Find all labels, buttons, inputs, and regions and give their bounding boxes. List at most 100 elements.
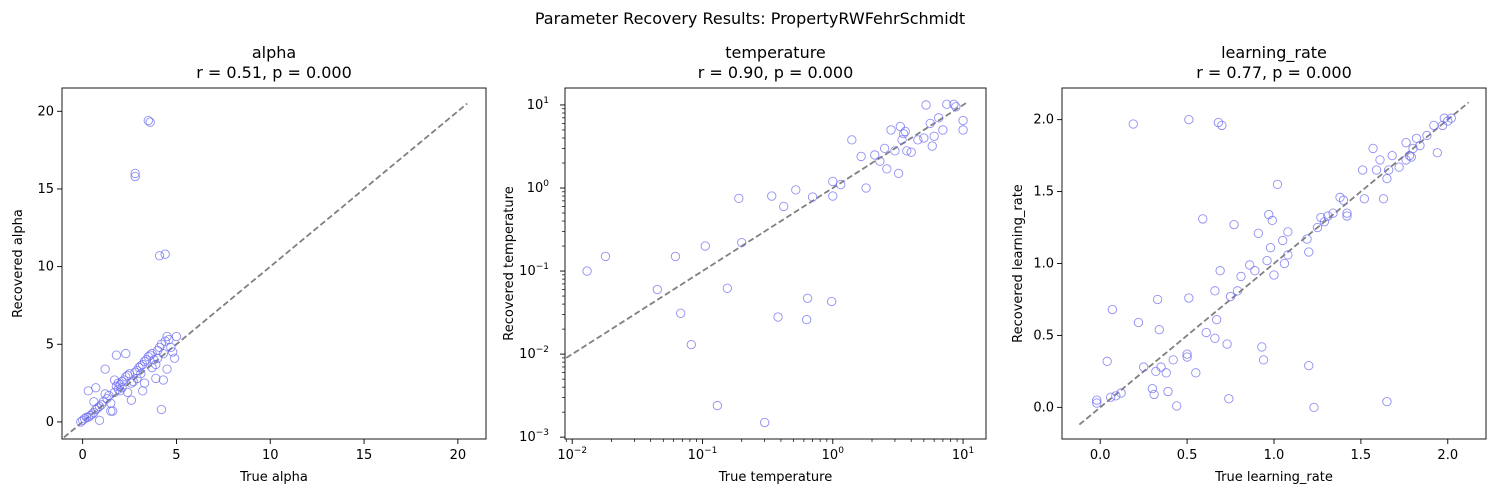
data-point bbox=[949, 99, 959, 109]
data-point bbox=[1328, 208, 1338, 218]
data-point bbox=[779, 201, 789, 212]
data-point bbox=[1415, 140, 1425, 151]
data-point bbox=[875, 156, 885, 166]
data-point bbox=[1264, 209, 1274, 220]
data-point bbox=[1439, 113, 1449, 123]
y-tick-label: 5 bbox=[46, 337, 54, 352]
x-tick-label: 1.5 bbox=[1351, 448, 1372, 463]
y-tick-label: 1.5 bbox=[1033, 185, 1054, 200]
data-point bbox=[1253, 228, 1264, 238]
data-point bbox=[1267, 215, 1277, 225]
data-point bbox=[791, 185, 801, 195]
data-point bbox=[1309, 402, 1319, 413]
data-point bbox=[158, 375, 168, 385]
data-point bbox=[1375, 155, 1385, 165]
data-point bbox=[1304, 360, 1314, 371]
data-point bbox=[1342, 208, 1352, 218]
data-point bbox=[1335, 192, 1345, 202]
data-point bbox=[1443, 116, 1453, 126]
data-point bbox=[1161, 368, 1171, 378]
x-tick-label: 20 bbox=[450, 448, 467, 463]
data-point bbox=[1283, 227, 1293, 237]
x-tick-label: 10−1 bbox=[688, 446, 718, 463]
x-tick-label: 15 bbox=[356, 448, 373, 463]
y-tick-label: 10−3 bbox=[519, 428, 549, 445]
data-point bbox=[1257, 342, 1267, 352]
data-point bbox=[1201, 327, 1211, 338]
data-point bbox=[847, 135, 857, 145]
data-point bbox=[113, 378, 123, 388]
x-tick-label: 101 bbox=[952, 446, 974, 463]
data-point bbox=[1184, 114, 1194, 125]
data-point bbox=[890, 146, 900, 156]
data-point bbox=[1151, 366, 1161, 377]
data-point bbox=[143, 115, 153, 126]
x-axis-label: True learning_rate bbox=[1214, 470, 1333, 485]
data-point bbox=[96, 400, 107, 410]
data-point bbox=[1184, 293, 1194, 303]
data-point bbox=[1304, 247, 1314, 257]
plot-area bbox=[1078, 101, 1470, 426]
data-point bbox=[828, 176, 838, 187]
data-point bbox=[902, 146, 912, 156]
data-point bbox=[1182, 352, 1192, 362]
y-tick-label: 2.0 bbox=[1033, 113, 1054, 128]
data-point bbox=[1446, 113, 1456, 123]
data-point bbox=[1133, 317, 1144, 328]
data-point bbox=[1222, 339, 1232, 349]
data-point bbox=[927, 141, 937, 151]
data-point bbox=[737, 237, 747, 248]
data-point bbox=[1278, 235, 1288, 246]
data-point bbox=[893, 168, 904, 179]
data-point bbox=[1312, 222, 1323, 233]
x-tick-label: 10−2 bbox=[557, 446, 587, 463]
y-axis-label: Recovered learning_rate bbox=[1011, 184, 1026, 343]
data-point bbox=[1378, 194, 1389, 204]
data-point bbox=[1432, 148, 1442, 158]
x-tick-label: 0 bbox=[78, 448, 86, 463]
x-axis-label: True temperature bbox=[718, 470, 832, 485]
y-tick-label: 10−2 bbox=[519, 345, 549, 362]
data-point bbox=[1272, 179, 1283, 190]
axes-frame bbox=[564, 87, 987, 440]
data-point bbox=[1262, 255, 1272, 266]
y-tick-label: 0 bbox=[46, 415, 54, 430]
data-point bbox=[130, 171, 140, 182]
data-point bbox=[1116, 388, 1126, 398]
data-point bbox=[1384, 165, 1394, 175]
data-point bbox=[162, 364, 172, 374]
data-point bbox=[1147, 384, 1158, 394]
data-point bbox=[138, 386, 148, 396]
y-tick-label: 10−1 bbox=[519, 262, 549, 279]
data-point bbox=[1225, 291, 1236, 302]
data-point bbox=[130, 168, 140, 179]
data-point bbox=[1217, 120, 1227, 131]
x-tick-label: 0.5 bbox=[1177, 448, 1198, 463]
axes-frame bbox=[61, 87, 487, 440]
data-point bbox=[123, 387, 133, 398]
x-tick-label: 2.0 bbox=[1437, 448, 1458, 463]
data-point bbox=[1382, 173, 1392, 184]
data-point bbox=[158, 348, 168, 359]
y-tick-label: 1.0 bbox=[1033, 257, 1054, 272]
data-point bbox=[1394, 162, 1404, 172]
panel-stats: r = 0.51, p = 0.000 bbox=[196, 63, 352, 82]
data-point bbox=[1111, 391, 1121, 401]
data-point bbox=[145, 117, 155, 127]
data-point bbox=[106, 406, 116, 416]
data-point bbox=[900, 126, 910, 137]
data-point bbox=[1368, 143, 1378, 154]
data-point bbox=[1092, 398, 1102, 408]
data-point bbox=[856, 151, 866, 162]
data-point bbox=[162, 331, 172, 342]
data-point bbox=[807, 192, 818, 202]
data-point bbox=[1359, 194, 1370, 204]
data-point bbox=[153, 353, 163, 363]
data-point bbox=[1182, 349, 1192, 359]
data-point bbox=[1213, 117, 1224, 128]
data-point bbox=[861, 183, 871, 193]
data-point bbox=[700, 241, 710, 251]
data-point bbox=[1232, 286, 1243, 296]
